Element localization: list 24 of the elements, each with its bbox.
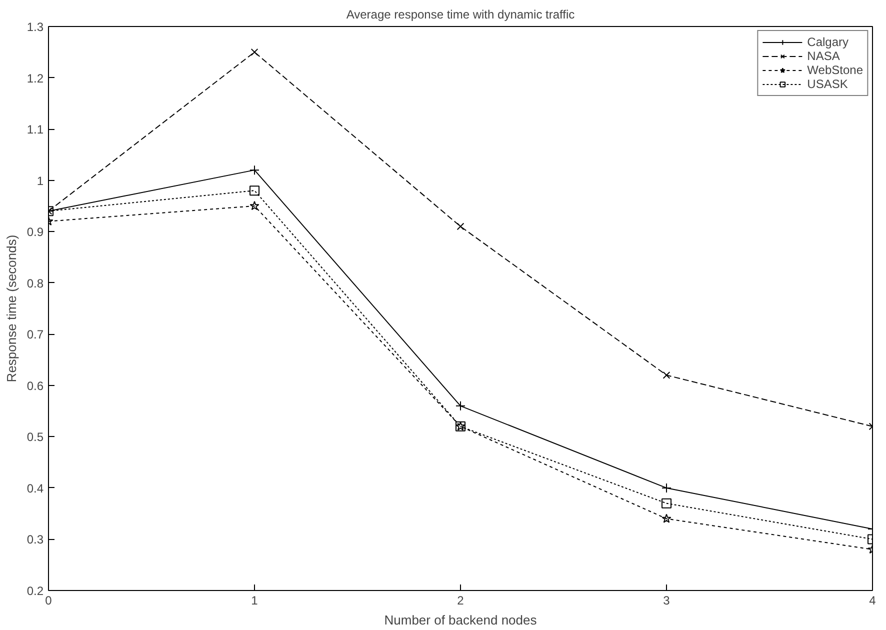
legend-label: WebStone	[807, 63, 863, 77]
x-axis-title: Number of backend nodes	[384, 612, 538, 628]
legend-label: NASA	[807, 49, 840, 63]
y-tick-label: 0.7	[26, 328, 44, 342]
y-axis-title: Response time (seconds)	[4, 234, 19, 382]
x-tick-label: 1	[251, 594, 258, 608]
chart-title: Average response time with dynamic traffic	[346, 8, 575, 22]
y-tick-label: 0.5	[26, 430, 44, 444]
y-tick-label: 1.1	[26, 122, 44, 137]
y-tick-label: 1.3	[26, 20, 44, 34]
y-tick-label: 0.2	[26, 584, 44, 598]
x-tick-label: 2	[457, 594, 464, 608]
x-tick-label: 4	[869, 594, 876, 608]
y-tick-label: 1.2	[26, 71, 44, 86]
y-tick-label: 0.6	[26, 378, 44, 393]
y-tick-label: 0.4	[26, 481, 44, 496]
legend-label: USASK	[807, 77, 848, 91]
y-tick-label: 0.9	[26, 225, 44, 240]
y-tick-label: 1	[36, 174, 44, 188]
legend-label: Calgary	[807, 35, 849, 49]
x-tick-label: 3	[663, 594, 670, 608]
y-tick-label: 0.3	[26, 532, 44, 547]
x-tick-label: 0	[45, 594, 52, 608]
y-tick-label: 0.8	[26, 276, 44, 290]
